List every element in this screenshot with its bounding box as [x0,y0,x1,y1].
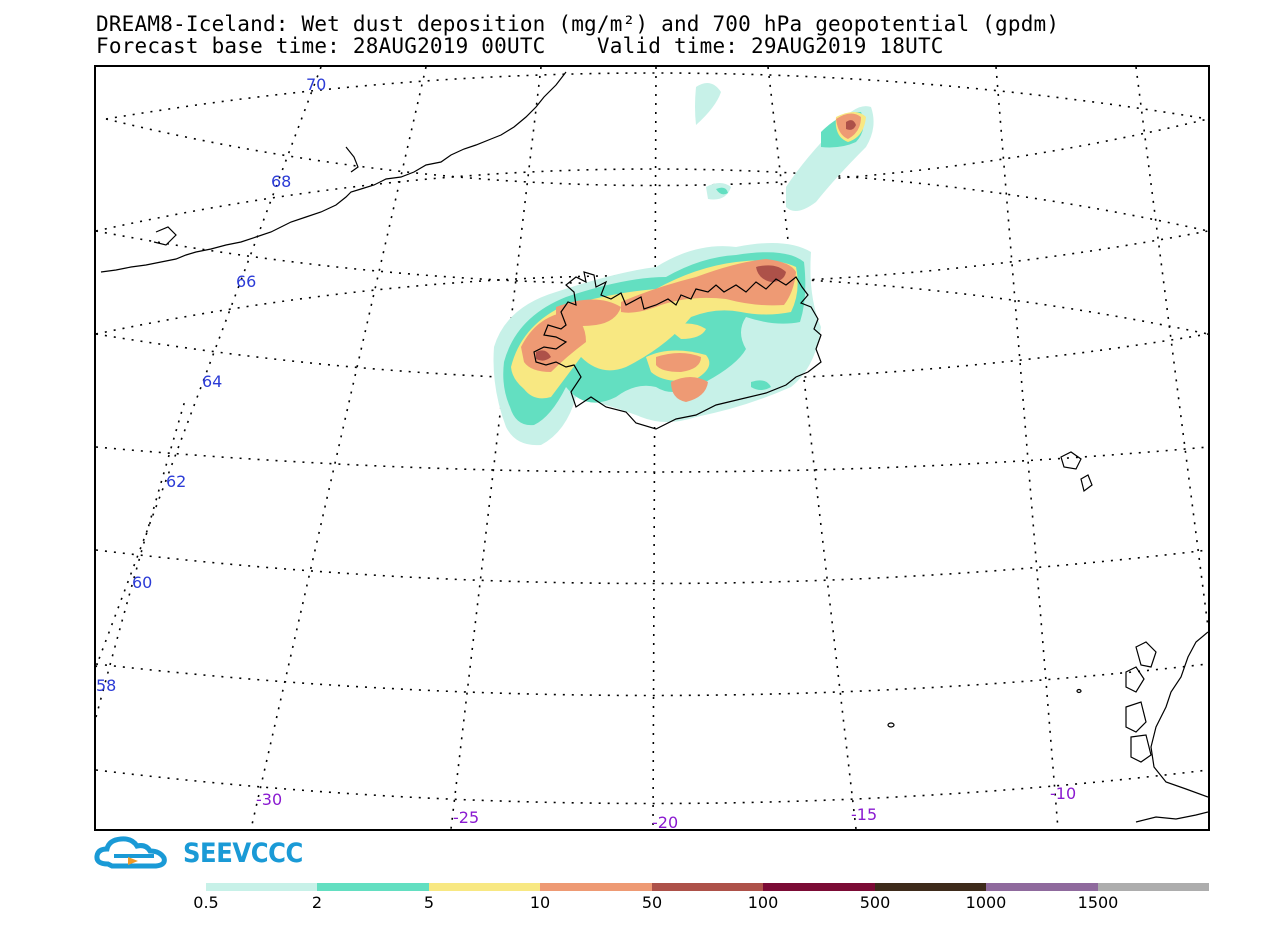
greenland-coastline [100,71,567,273]
colorbar-segment [874,883,987,891]
longitude-label: -30 [256,790,282,809]
colorbar-segment [763,883,875,891]
faroe-coastline [1060,451,1093,493]
colorbar-segment [428,883,541,891]
latitude-labels: 70 68 66 64 62 60 58 [96,75,326,695]
colorbar-segment [651,883,764,891]
logo-text: SEEVCCC [183,838,303,869]
colorbar-label: 100 [747,893,779,912]
latitude-label: 58 [96,676,116,695]
map-canvas: 70 68 66 64 62 60 58 -30 -25 -20 -15 -10 [96,67,1208,829]
map-subtitle: Forecast base time: 28AUG2019 00UTC Vali… [96,34,944,58]
colorbar-label: 10 [529,893,551,912]
coastlines [100,71,1208,823]
latitude-label: 70 [306,75,326,94]
longitude-label: -25 [453,808,479,827]
colorbar-segment [1097,883,1209,891]
longitude-label: -10 [1050,784,1076,803]
colorbar-label: 50 [641,893,663,912]
colorbar-segment [317,883,429,891]
colorbar-segment [986,883,1098,891]
colorbar-label: 0.5 [193,893,219,912]
colorbar-segment [540,883,652,891]
latitude-label: 64 [202,372,222,391]
deposition-shading [493,83,874,446]
colorbar-segment [206,883,318,891]
colorbar-label: 5 [423,893,435,912]
longitude-label: -15 [851,805,877,824]
latitude-label: 66 [236,272,256,291]
meridian-lines [96,67,1208,829]
map-title: DREAM8-Iceland: Wet dust deposition (mg/… [96,12,1060,36]
latitude-lines [96,72,1208,805]
latitude-label: 60 [132,573,152,592]
colorbar [206,883,1209,891]
colorbar-label: 500 [859,893,891,912]
colorbar-label: 2 [311,893,323,912]
iceland-coastline [533,271,822,430]
latitude-label: 62 [166,472,186,491]
longitude-labels: -30 -25 -20 -15 -10 [256,784,1076,829]
colorbar-label: 1000 [965,893,1007,912]
longitude-label: -20 [652,813,678,829]
latitude-label: 68 [271,172,291,191]
scotland-coastline [1150,631,1208,798]
cloud-icon [94,836,167,869]
map-frame: 70 68 66 64 62 60 58 -30 -25 -20 -15 -10 [94,65,1210,831]
colorbar-label: 1500 [1077,893,1119,912]
